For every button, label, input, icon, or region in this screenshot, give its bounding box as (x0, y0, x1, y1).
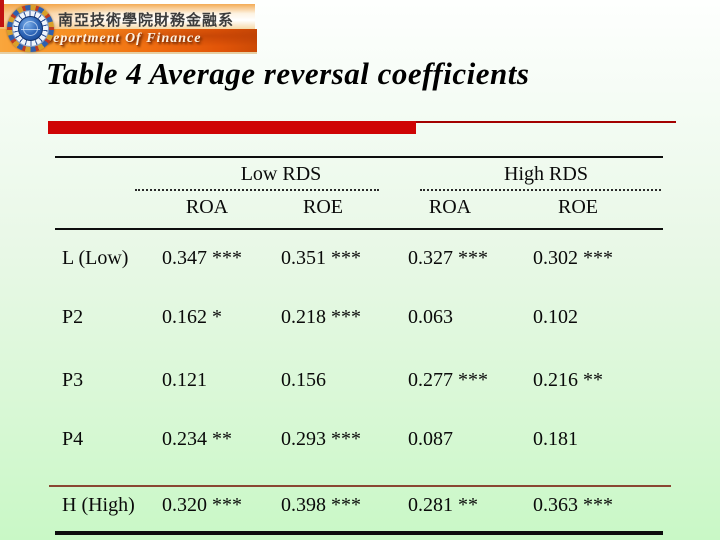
table-top-border (55, 156, 663, 158)
cell-value: 0.293 *** (281, 428, 361, 450)
col-header-roa-high: ROA (428, 196, 472, 218)
row-label: P3 (62, 369, 84, 391)
cell-value: 0.121 (162, 369, 207, 391)
dotted-divider-high (420, 189, 661, 191)
group-header-high-rds: High RDS (504, 163, 588, 185)
table-row: L (Low) 0.347 *** 0.351 *** 0.327 *** 0.… (55, 247, 663, 271)
cell-value: 0.063 (408, 306, 453, 328)
row-label: H (High) (62, 494, 135, 516)
cell-value: 0.302 *** (533, 247, 613, 269)
row-label: L (Low) (62, 247, 129, 269)
table-row: P2 0.162 * 0.218 *** 0.063 0.102 (55, 306, 663, 330)
cell-value: 0.363 *** (533, 494, 613, 516)
title-underline-bar (48, 121, 416, 134)
cell-value: 0.277 *** (408, 369, 488, 391)
seal-globe (18, 16, 43, 41)
cell-value: 0.087 (408, 428, 453, 450)
university-seal-icon (7, 5, 54, 52)
col-header-roa-low: ROA (185, 196, 229, 218)
cell-value: 0.398 *** (281, 494, 361, 516)
title-underline (48, 121, 676, 134)
department-name-chinese: 南亞技術學院財務金融系 (58, 11, 235, 29)
banner-strip-bottom (0, 29, 257, 52)
department-name-english: Department Of Finance (42, 31, 202, 46)
table-row: P4 0.234 ** 0.293 *** 0.087 0.181 (55, 428, 663, 452)
dotted-divider-low (135, 189, 379, 191)
table-header-border (55, 228, 663, 230)
cell-value: 0.320 *** (162, 494, 242, 516)
table-row: P3 0.121 0.156 0.277 *** 0.216 ** (55, 369, 663, 393)
cell-value: 0.102 (533, 306, 578, 328)
cell-value: 0.234 ** (162, 428, 232, 450)
cell-value: 0.162 * (162, 306, 222, 328)
cell-value: 0.347 *** (162, 247, 242, 269)
cell-value: 0.218 *** (281, 306, 361, 328)
row-label: P2 (62, 306, 84, 328)
table-row: H (High) 0.320 *** 0.398 *** 0.281 ** 0.… (55, 494, 663, 518)
header-banner: 南亞技術學院財務金融系 Department Of Finance (0, 0, 260, 56)
row-label: P4 (62, 428, 84, 450)
col-header-roe-low: ROE (303, 196, 343, 218)
cell-value: 0.281 ** (408, 494, 478, 516)
cell-value: 0.156 (281, 369, 326, 391)
cell-value: 0.351 *** (281, 247, 361, 269)
group-header-low-rds: Low RDS (240, 163, 322, 185)
coefficients-table: Low RDS High RDS ROA ROE ROA ROE L (Low)… (49, 150, 671, 540)
cell-value: 0.216 ** (533, 369, 603, 391)
table-bottom-border (55, 531, 663, 535)
col-header-roe-high: ROE (558, 196, 598, 218)
cell-value: 0.181 (533, 428, 578, 450)
banner-red-sliver (0, 0, 4, 27)
table-brown-rule (49, 485, 671, 487)
cell-value: 0.327 *** (408, 247, 488, 269)
title-underline-line (416, 121, 676, 123)
page-title: Table 4 Average reversal coefficients (46, 56, 530, 91)
